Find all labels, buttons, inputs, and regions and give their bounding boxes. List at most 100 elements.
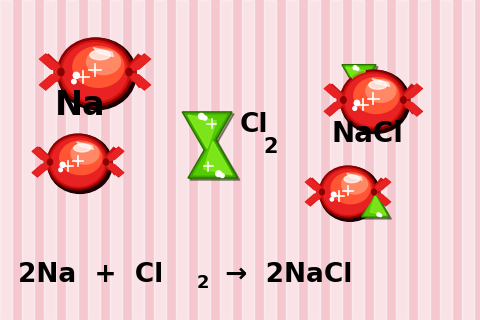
Polygon shape bbox=[306, 179, 324, 192]
Ellipse shape bbox=[58, 38, 132, 106]
Circle shape bbox=[199, 113, 204, 119]
Polygon shape bbox=[34, 161, 52, 175]
Circle shape bbox=[216, 171, 221, 177]
Bar bbox=[374, 0, 386, 320]
Ellipse shape bbox=[344, 175, 360, 183]
Polygon shape bbox=[105, 148, 123, 162]
Polygon shape bbox=[401, 84, 417, 103]
Polygon shape bbox=[325, 84, 345, 100]
Polygon shape bbox=[182, 112, 232, 155]
Bar bbox=[0, 0, 12, 320]
Polygon shape bbox=[93, 48, 114, 57]
Polygon shape bbox=[188, 135, 238, 178]
Ellipse shape bbox=[90, 50, 110, 60]
Polygon shape bbox=[372, 192, 390, 205]
Polygon shape bbox=[307, 191, 324, 204]
Ellipse shape bbox=[345, 74, 402, 126]
Circle shape bbox=[73, 72, 79, 78]
Bar bbox=[220, 0, 232, 320]
Circle shape bbox=[353, 66, 357, 70]
Ellipse shape bbox=[320, 189, 324, 195]
Polygon shape bbox=[188, 115, 216, 148]
Bar bbox=[176, 0, 188, 320]
Polygon shape bbox=[127, 72, 150, 90]
Text: Na: Na bbox=[55, 89, 106, 122]
Ellipse shape bbox=[54, 63, 61, 81]
Ellipse shape bbox=[366, 80, 396, 102]
Polygon shape bbox=[190, 137, 240, 180]
Circle shape bbox=[60, 162, 65, 167]
Bar bbox=[308, 0, 320, 320]
Polygon shape bbox=[346, 67, 372, 90]
Ellipse shape bbox=[58, 68, 64, 76]
Ellipse shape bbox=[320, 167, 380, 221]
Polygon shape bbox=[104, 148, 119, 165]
Ellipse shape bbox=[73, 46, 124, 87]
Ellipse shape bbox=[47, 134, 109, 190]
Polygon shape bbox=[364, 196, 386, 215]
Polygon shape bbox=[326, 99, 346, 114]
Bar bbox=[242, 0, 254, 320]
Polygon shape bbox=[372, 179, 385, 195]
Polygon shape bbox=[342, 65, 376, 94]
Circle shape bbox=[220, 173, 224, 178]
Ellipse shape bbox=[321, 168, 375, 216]
Text: 2: 2 bbox=[197, 274, 209, 292]
Ellipse shape bbox=[51, 138, 105, 186]
Polygon shape bbox=[204, 141, 232, 175]
Text: 2Na  +  Cl: 2Na + Cl bbox=[18, 262, 163, 288]
Ellipse shape bbox=[369, 81, 387, 89]
Polygon shape bbox=[372, 78, 390, 86]
Polygon shape bbox=[344, 67, 378, 96]
Ellipse shape bbox=[403, 92, 410, 108]
Circle shape bbox=[377, 213, 380, 216]
Polygon shape bbox=[308, 179, 324, 195]
Bar bbox=[286, 0, 298, 320]
Polygon shape bbox=[402, 100, 422, 116]
Text: Cl: Cl bbox=[240, 112, 268, 138]
Ellipse shape bbox=[354, 77, 399, 114]
Bar bbox=[264, 0, 276, 320]
Bar bbox=[154, 0, 166, 320]
Polygon shape bbox=[370, 196, 386, 215]
Polygon shape bbox=[363, 194, 388, 216]
Bar bbox=[66, 0, 78, 320]
Ellipse shape bbox=[58, 38, 136, 110]
Bar bbox=[440, 0, 452, 320]
Polygon shape bbox=[346, 67, 365, 90]
Ellipse shape bbox=[341, 174, 368, 194]
Polygon shape bbox=[35, 148, 52, 165]
Polygon shape bbox=[40, 72, 63, 90]
Polygon shape bbox=[363, 195, 391, 219]
Ellipse shape bbox=[401, 97, 406, 103]
Bar bbox=[198, 0, 210, 320]
Polygon shape bbox=[402, 84, 422, 100]
Ellipse shape bbox=[63, 43, 127, 101]
Polygon shape bbox=[33, 148, 51, 162]
Polygon shape bbox=[344, 66, 374, 92]
Bar bbox=[132, 0, 144, 320]
Polygon shape bbox=[188, 115, 227, 148]
Text: →  2NaCl: → 2NaCl bbox=[207, 262, 352, 288]
Polygon shape bbox=[185, 113, 229, 152]
Bar bbox=[462, 0, 474, 320]
Ellipse shape bbox=[106, 154, 112, 170]
Polygon shape bbox=[104, 161, 119, 175]
Polygon shape bbox=[401, 99, 418, 114]
Circle shape bbox=[380, 214, 382, 217]
Ellipse shape bbox=[48, 135, 112, 193]
Ellipse shape bbox=[48, 159, 52, 165]
Polygon shape bbox=[327, 84, 346, 103]
Text: NaCl: NaCl bbox=[332, 120, 404, 148]
Polygon shape bbox=[372, 179, 390, 192]
Polygon shape bbox=[347, 173, 362, 180]
Bar bbox=[110, 0, 122, 320]
Polygon shape bbox=[77, 142, 94, 149]
Ellipse shape bbox=[126, 68, 132, 76]
Circle shape bbox=[72, 79, 76, 84]
Ellipse shape bbox=[374, 185, 380, 199]
Polygon shape bbox=[325, 100, 345, 116]
Ellipse shape bbox=[341, 70, 410, 133]
Ellipse shape bbox=[341, 97, 346, 103]
Polygon shape bbox=[127, 54, 150, 72]
